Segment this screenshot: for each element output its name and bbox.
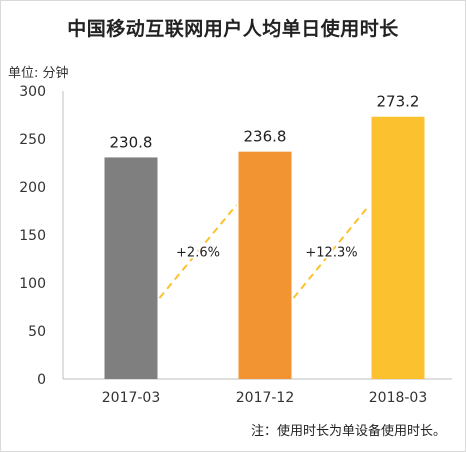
y-tick-label: 300: [19, 84, 46, 100]
y-tick-label: 0: [37, 372, 46, 388]
axis-layer: 0 50 100 150 200 250 300 2017-03 2017-12 2018-03: [19, 84, 452, 406]
growth-layer: +2.6% +12.3%: [158, 204, 371, 299]
growth-line: [158, 204, 238, 299]
growth-label: +2.6%: [176, 246, 220, 261]
growth-label: +12.3%: [305, 246, 357, 261]
unit-label: 单位: 分钟: [8, 66, 69, 81]
bar-layer: 230.8 236.8 273.2: [104, 93, 425, 379]
y-tick-label: 150: [19, 228, 46, 244]
data-label: 236.8: [244, 128, 287, 146]
data-label: 273.2: [377, 93, 420, 111]
y-tick-label: 250: [19, 132, 46, 148]
bar-2018-03: [371, 116, 425, 379]
x-tick-label: 2017-03: [102, 390, 161, 406]
y-tick-label: 200: [19, 180, 46, 196]
chart-title: 中国移动互联网用户人均单日使用时长: [67, 18, 399, 40]
chart-footnote: 注：使用时长为单设备使用时长。: [250, 424, 446, 439]
bar-2017-12: [238, 151, 292, 379]
y-tick-label: 100: [19, 276, 46, 292]
data-label: 230.8: [110, 133, 153, 151]
x-tick-label: 2017-12: [236, 390, 295, 406]
bar-2017-03: [104, 157, 158, 379]
y-tick-label: 50: [28, 324, 46, 340]
x-tick-label: 2018-03: [369, 390, 428, 406]
growth-line: [292, 204, 371, 299]
